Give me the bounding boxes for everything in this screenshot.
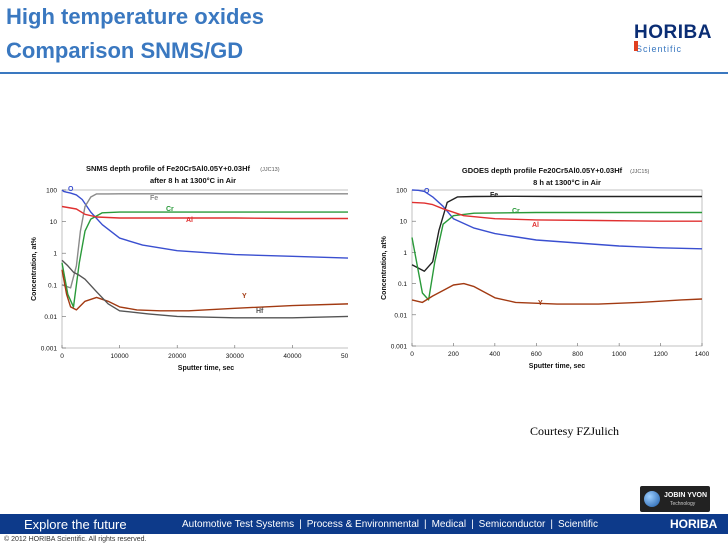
y-tick-label: 0.1 bbox=[398, 281, 407, 288]
series-line-y bbox=[411, 282, 703, 305]
jobin-yvon-globe-icon bbox=[644, 491, 660, 507]
series-line-o bbox=[411, 189, 703, 250]
x-tick-label: 30000 bbox=[226, 353, 244, 360]
y-tick-label: 1 bbox=[53, 251, 57, 258]
series-label-cr: Cr bbox=[512, 208, 520, 215]
footer-logo: HORIBA bbox=[670, 517, 718, 531]
footer-link[interactable]: Scientific bbox=[557, 519, 598, 530]
series-line-o bbox=[61, 189, 348, 259]
series-line-fe bbox=[411, 195, 702, 272]
snms-chart: SNMS depth profile of Fe20Cr5Al0.05Y+0.0… bbox=[31, 164, 348, 372]
x-tick-label: 10000 bbox=[111, 353, 129, 360]
series-label-hf: Hf bbox=[256, 308, 264, 315]
chart-title: SNMS depth profile of Fe20Cr5Al0.05Y+0.0… bbox=[86, 164, 251, 173]
chart-subtitle: after 8 h at 1300°C in Air bbox=[150, 176, 236, 185]
x-tick-label: 1400 bbox=[695, 351, 710, 358]
jobin-yvon-logo-text: JOBIN YVON bbox=[664, 492, 708, 499]
slide-title-line1: High temperature oxides bbox=[6, 4, 264, 29]
y-axis-label: Concentration, at% bbox=[381, 235, 388, 300]
x-tick-label: 800 bbox=[572, 351, 583, 358]
series-line-al bbox=[61, 205, 348, 220]
footer-link[interactable]: Semiconductor bbox=[478, 519, 546, 530]
series-label-al: Al bbox=[532, 222, 539, 229]
horiba-logo-accent bbox=[634, 41, 638, 51]
series-label-fe: Fe bbox=[490, 192, 498, 199]
horiba-logo-sub: Scientific bbox=[636, 44, 683, 54]
y-tick-label: 100 bbox=[396, 188, 407, 195]
series-label-cr: Cr bbox=[166, 206, 174, 213]
series-line-fe bbox=[61, 193, 348, 289]
x-axis-label: Sputter time, sec bbox=[529, 363, 586, 370]
chart-title: GDOES depth profile Fe20Cr5Al0.05Y+0.03H… bbox=[462, 166, 623, 175]
x-tick-label: 0 bbox=[60, 353, 64, 360]
x-tick-label: 50000 bbox=[341, 353, 348, 360]
x-tick-label: 40000 bbox=[283, 353, 301, 360]
series-line-y bbox=[61, 269, 348, 312]
series-label-al: Al bbox=[186, 217, 193, 224]
footer-tagline: Explore the future bbox=[24, 517, 127, 532]
series-line-al bbox=[411, 201, 702, 222]
series-label-o: O bbox=[68, 186, 74, 193]
series-line-cr bbox=[411, 211, 702, 301]
y-tick-label: 0.001 bbox=[41, 346, 58, 353]
gdoes-chart: GDOES depth profile Fe20Cr5Al0.05Y+0.03H… bbox=[381, 166, 710, 370]
series-label-o: O bbox=[424, 188, 430, 195]
x-tick-label: 0 bbox=[410, 351, 414, 358]
footer-link[interactable]: Process & Environmental bbox=[306, 519, 419, 530]
y-tick-label: 0.1 bbox=[48, 282, 57, 289]
jobin-yvon-logo: JOBIN YVON Technology bbox=[640, 486, 710, 512]
series-label-y: Y bbox=[242, 293, 247, 300]
horiba-logo-text: HORIBA bbox=[634, 22, 712, 43]
x-tick-label: 400 bbox=[489, 351, 500, 358]
x-tick-label: 600 bbox=[531, 351, 542, 358]
chart-title-note: (JJC15) bbox=[630, 169, 649, 175]
footer-link[interactable]: Automotive Test Systems bbox=[182, 519, 295, 530]
footer-link[interactable]: Medical bbox=[431, 519, 467, 530]
series-line-cr bbox=[61, 211, 348, 308]
y-tick-label: 0.01 bbox=[394, 312, 407, 319]
footer-bar: Explore the future Automotive Test Syste… bbox=[0, 514, 728, 534]
copyright: © 2012 HORIBA Scientific. All rights res… bbox=[4, 536, 147, 543]
y-tick-label: 100 bbox=[46, 188, 57, 195]
chart-title-note: (JJC13) bbox=[260, 167, 279, 173]
series-label-y: Y bbox=[538, 300, 543, 307]
y-tick-label: 10 bbox=[50, 219, 58, 226]
x-tick-label: 20000 bbox=[168, 353, 186, 360]
y-tick-label: 0.001 bbox=[391, 344, 408, 351]
series-label-fe: Fe bbox=[150, 195, 158, 202]
x-axis-label: Sputter time, sec bbox=[178, 365, 235, 372]
y-tick-label: 10 bbox=[400, 219, 408, 226]
y-tick-label: 1 bbox=[403, 250, 407, 257]
y-axis-label: Concentration, at% bbox=[31, 236, 38, 301]
x-tick-label: 200 bbox=[448, 351, 459, 358]
courtesy-note: Courtesy FZJulich bbox=[530, 424, 619, 438]
footer-links: Automotive Test Systems | Process & Enviro… bbox=[182, 519, 598, 530]
series-line-hf bbox=[61, 259, 348, 319]
x-tick-label: 1000 bbox=[612, 351, 627, 358]
title-divider bbox=[0, 72, 728, 74]
plot-frame bbox=[411, 189, 703, 347]
slide-title-line2: Comparison SNMS/GD bbox=[6, 38, 244, 63]
horiba-logo: HORIBA Scientific bbox=[634, 22, 724, 54]
jobin-yvon-logo-sub: Technology bbox=[670, 501, 696, 507]
y-tick-label: 0.01 bbox=[44, 314, 57, 321]
chart-subtitle: 8 h at 1300°C in Air bbox=[533, 178, 601, 187]
plot-frame bbox=[61, 189, 348, 349]
x-tick-label: 1200 bbox=[653, 351, 668, 358]
